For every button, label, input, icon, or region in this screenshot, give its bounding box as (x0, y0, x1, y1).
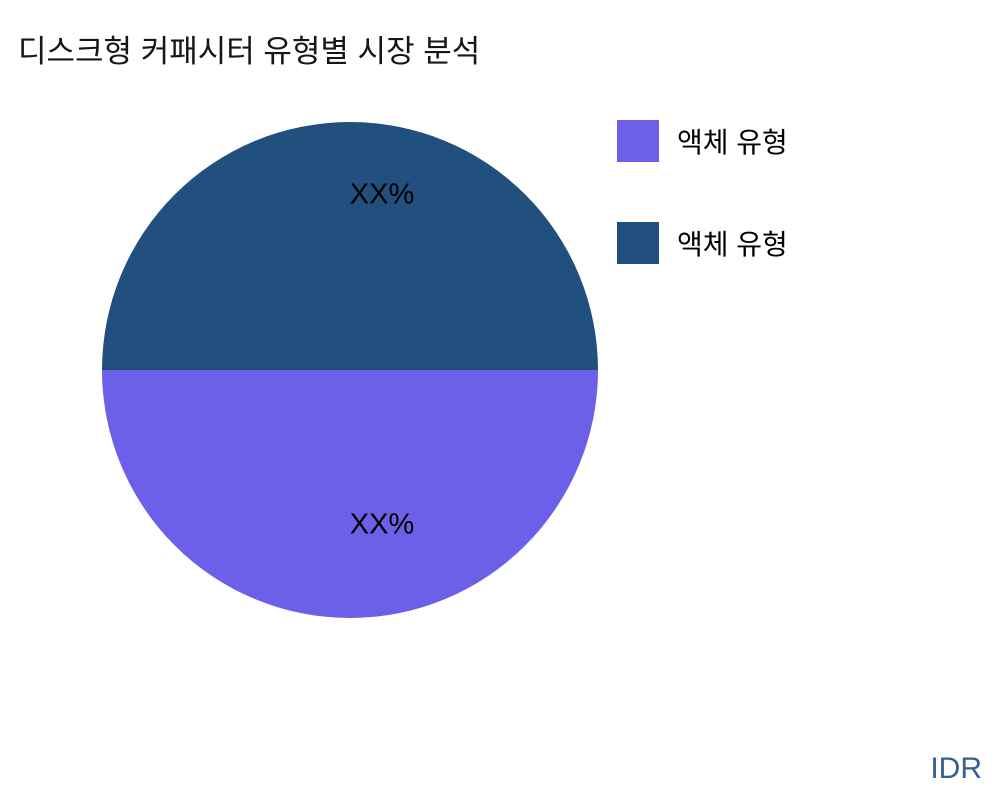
chart-title: 디스크형 커패시터 유형별 시장 분석 (18, 34, 481, 69)
pie-chart (102, 122, 598, 618)
legend-swatch-darkblue (617, 222, 659, 264)
legend-swatch-purple (617, 120, 659, 162)
legend-item-0: 액체 유형 (617, 120, 788, 162)
legend-item-1: 액체 유형 (617, 222, 788, 264)
slice-value-label-top: XX% (349, 178, 415, 211)
legend-label-1: 액체 유형 (677, 229, 788, 260)
watermark-idr: IDR (930, 752, 982, 785)
legend-label-0: 액체 유형 (677, 127, 788, 158)
legend: 액체 유형 액체 유형 (617, 120, 788, 264)
slice-value-label-bottom: XX% (349, 508, 415, 541)
